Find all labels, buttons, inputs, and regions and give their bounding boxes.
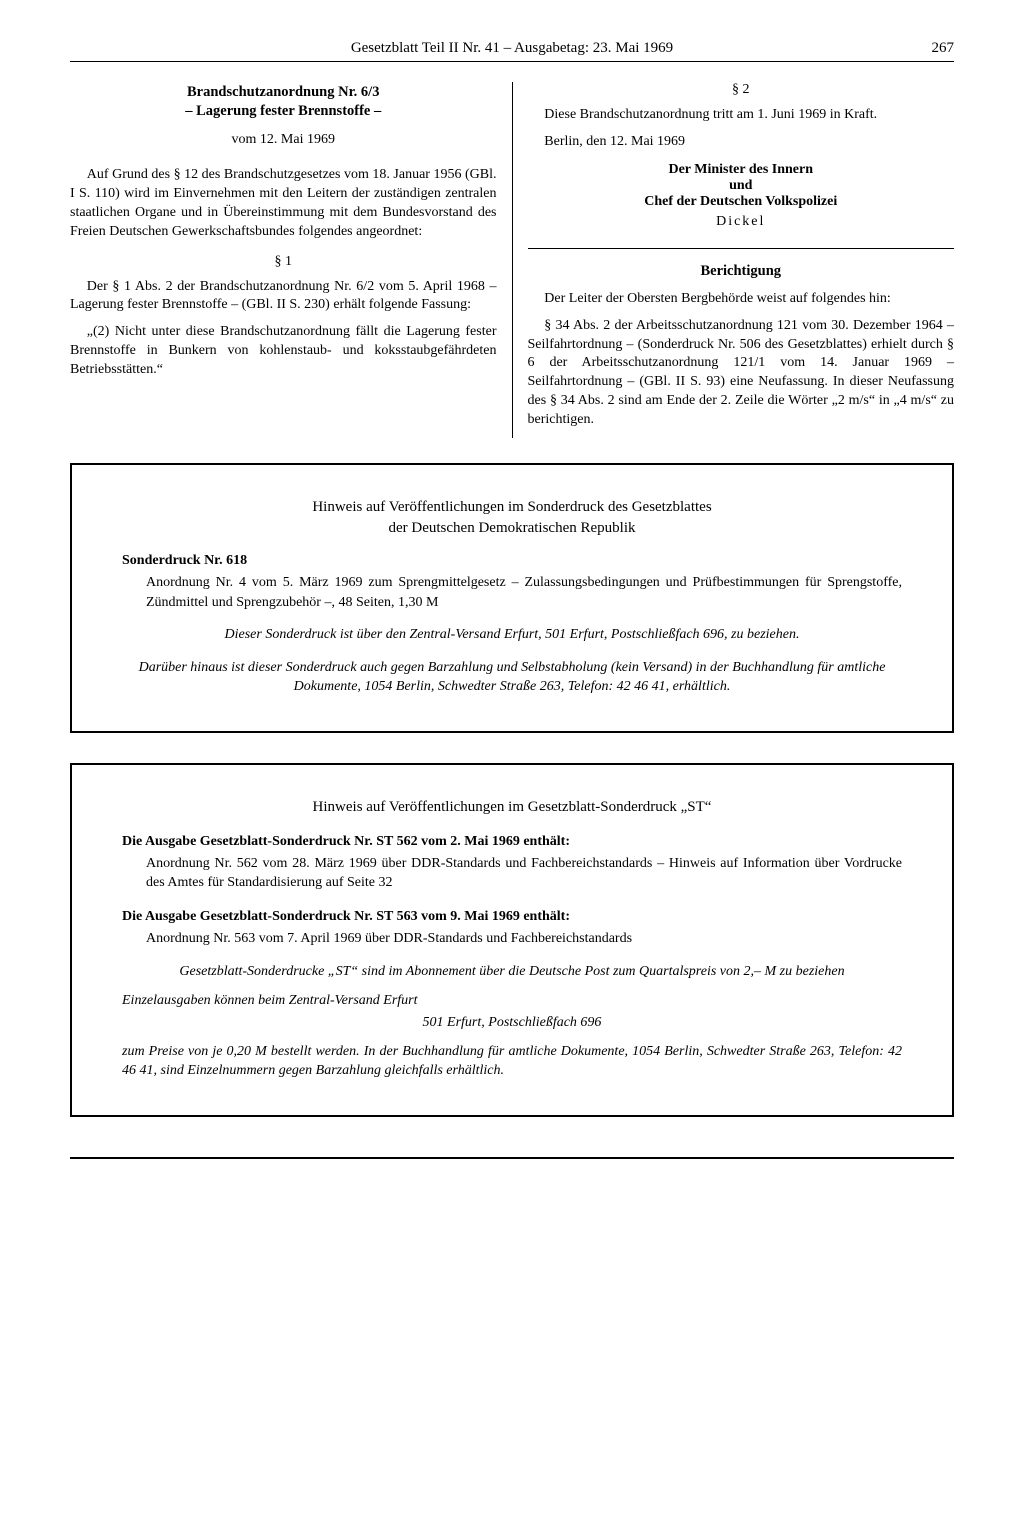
header-text: Gesetzblatt Teil II Nr. 41 – Ausgabetag:…	[351, 40, 673, 56]
intro-paragraph: Auf Grund des § 12 des Brandschutzgesetz…	[70, 166, 497, 242]
correction-p2: § 34 Abs. 2 der Arbeitsschutzanordnung 1…	[528, 317, 955, 430]
section-1-symbol: § 1	[70, 254, 497, 270]
notice-box-2: Hinweis auf Veröffentlichungen im Gesetz…	[70, 763, 954, 1117]
divider-rule	[528, 248, 955, 249]
sig-line-3: Chef der Deutschen Volkspolizei	[528, 194, 955, 210]
right-column: § 2 Diese Brandschutzanordnung tritt am …	[513, 82, 955, 438]
box2-italic-1: Gesetzblatt-Sonderdrucke „ST“ sind im Ab…	[122, 963, 902, 982]
page-number: 267	[932, 40, 955, 57]
ordinance-title-2: – Lagerung fester Brennstoffe –	[70, 103, 497, 120]
box1-subtitle: Sonderdruck Nr. 618	[122, 553, 902, 569]
box1-title-1: Hinweis auf Veröffentlichungen im Sonder…	[122, 499, 902, 516]
box1-italic-1: Dieser Sonderdruck ist über den Zentral-…	[122, 626, 902, 645]
box2-sub-1: Die Ausgabe Gesetzblatt-Sonderdruck Nr. …	[122, 834, 902, 850]
notice-box-1: Hinweis auf Veröffentlichungen im Sonder…	[70, 463, 954, 733]
sig-line-1: Der Minister des Innern	[528, 162, 955, 178]
ordinance-date: vom 12. Mai 1969	[70, 132, 497, 148]
ordinance-title-1: Brandschutzanordnung Nr. 6/3	[70, 84, 497, 101]
footer-rule	[70, 1157, 954, 1159]
box1-italic-2: Darüber hinaus ist dieser Sonderdruck au…	[122, 659, 902, 697]
section-2-symbol: § 2	[528, 82, 955, 98]
correction-p1: Der Leiter der Obersten Bergbehörde weis…	[528, 290, 955, 309]
box1-title-2: der Deutschen Demokratischen Republik	[122, 520, 902, 537]
section-2-p1: Diese Brandschutzanordnung tritt am 1. J…	[528, 106, 955, 125]
signature-block: Der Minister des Innern und Chef der Deu…	[528, 162, 955, 230]
box2-italic-2a: Einzelausgaben können beim Zentral-Versa…	[122, 992, 902, 1011]
document-page: Gesetzblatt Teil II Nr. 41 – Ausgabetag:…	[0, 0, 1024, 1209]
sig-line-2: und	[528, 178, 955, 194]
box2-italic-3: zum Preise von je 0,20 M bestellt werden…	[122, 1043, 902, 1081]
correction-title: Berichtigung	[528, 263, 955, 280]
box2-body-2: Anordnung Nr. 563 vom 7. April 1969 über…	[146, 929, 902, 949]
section-1-p1: Der § 1 Abs. 2 der Brandschutzanordnung …	[70, 278, 497, 316]
box1-body: Anordnung Nr. 4 vom 5. März 1969 zum Spr…	[146, 573, 902, 612]
section-1-p2: „(2) Nicht unter diese Brandschutzanordn…	[70, 323, 497, 380]
box2-title: Hinweis auf Veröffentlichungen im Gesetz…	[122, 799, 902, 816]
page-header: Gesetzblatt Teil II Nr. 41 – Ausgabetag:…	[70, 40, 954, 62]
two-column-section: Brandschutzanordnung Nr. 6/3 – Lagerung …	[70, 82, 954, 438]
sig-name: Dickel	[528, 214, 955, 230]
left-column: Brandschutzanordnung Nr. 6/3 – Lagerung …	[70, 82, 513, 438]
box2-sub-2: Die Ausgabe Gesetzblatt-Sonderdruck Nr. …	[122, 909, 902, 925]
box2-body-1: Anordnung Nr. 562 vom 28. März 1969 über…	[146, 854, 902, 893]
box2-italic-2b: 501 Erfurt, Postschließfach 696	[122, 1014, 902, 1033]
place-date: Berlin, den 12. Mai 1969	[528, 133, 955, 152]
ordinance-title-block: Brandschutzanordnung Nr. 6/3 – Lagerung …	[70, 84, 497, 148]
